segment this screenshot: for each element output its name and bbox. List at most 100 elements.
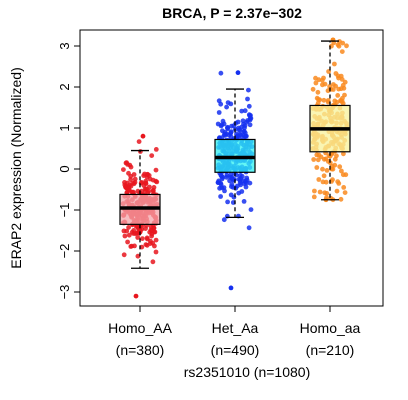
data-point: [128, 177, 134, 183]
y-tick-label: 1: [57, 124, 72, 131]
data-point: [331, 82, 336, 87]
y-axis-label: ERAP2 expression (Normalized): [8, 67, 24, 269]
data-point: [335, 93, 341, 98]
data-point: [222, 188, 227, 194]
data-point: [338, 98, 344, 104]
category-label: Het_Aa: [212, 320, 259, 336]
data-point: [313, 80, 319, 86]
data-point: [332, 98, 338, 104]
data-point: [149, 153, 155, 159]
y-tick-label: −3: [57, 285, 72, 300]
data-point: [243, 180, 249, 186]
data-point: [126, 232, 132, 238]
data-point: [339, 77, 345, 82]
data-point: [221, 121, 227, 127]
data-point: [318, 154, 324, 160]
chart-title: BRCA, P = 2.37e−302: [162, 5, 302, 21]
data-point: [247, 122, 253, 128]
data-point: [222, 132, 228, 138]
data-point: [131, 228, 137, 233]
data-point: [333, 71, 339, 76]
data-point: [330, 87, 336, 92]
data-point: [248, 207, 254, 213]
data-point: [341, 185, 347, 190]
data-point: [330, 166, 336, 172]
data-point: [228, 192, 234, 198]
data-point: [153, 147, 159, 152]
data-point: [153, 249, 159, 255]
data-point: [320, 166, 325, 172]
data-point: [241, 121, 246, 127]
data-point: [246, 112, 252, 118]
plot-frame: [79, 29, 384, 307]
data-point: [146, 188, 152, 194]
data-point: [246, 87, 251, 93]
data-point: [228, 172, 234, 178]
data-point: [147, 176, 153, 182]
data-point: [314, 165, 320, 170]
data-point: [336, 43, 342, 49]
data-point: [218, 70, 224, 76]
data-point-min: [228, 285, 234, 291]
data-point: [241, 129, 246, 135]
data-point: [226, 132, 232, 138]
category-label: Homo_AA: [108, 320, 172, 336]
data-point: [317, 189, 323, 195]
data-point: [220, 128, 225, 134]
data-point: [311, 194, 317, 200]
data-point: [149, 228, 155, 234]
data-point: [132, 179, 138, 185]
data-point: [324, 168, 330, 173]
data-point: [135, 188, 141, 194]
data-point: [142, 186, 148, 192]
data-point-max: [235, 70, 241, 76]
data-point: [150, 188, 156, 194]
data-point: [339, 168, 344, 174]
data-point: [153, 237, 159, 243]
data-point: [313, 75, 318, 81]
data-point: [314, 152, 320, 158]
data-point: [136, 139, 142, 145]
data-point: [247, 180, 253, 186]
data-point: [122, 180, 127, 185]
data-point: [215, 121, 221, 127]
data-point: [135, 253, 141, 259]
data-point: [216, 110, 222, 115]
data-point: [126, 225, 131, 230]
data-point: [344, 43, 349, 49]
data-point: [339, 49, 345, 54]
data-point: [219, 176, 225, 182]
data-point: [342, 190, 348, 196]
data-point: [246, 225, 252, 231]
data-point: [125, 239, 130, 245]
data-point: [246, 103, 252, 109]
data-point: [224, 172, 230, 178]
data-point: [239, 108, 245, 114]
data-point: [129, 243, 135, 249]
y-tick-label: 0: [57, 165, 72, 172]
data-point: [127, 182, 133, 188]
data-point: [151, 185, 157, 190]
x-axis: Homo_AA (n=380) Het_Aa (n=490) Homo_aa (n=210…: [108, 306, 361, 358]
data-point: [152, 243, 157, 249]
data-point: [311, 157, 317, 162]
data-point: [321, 75, 326, 81]
data-point: [321, 97, 327, 103]
data-point: [242, 108, 248, 114]
category-label: Homo_aa: [300, 320, 361, 336]
data-point: [238, 182, 244, 188]
boxes: [119, 40, 351, 269]
data-point: [321, 173, 327, 179]
data-point: [136, 230, 142, 236]
data-point: [334, 153, 339, 159]
data-point: [216, 98, 222, 104]
data-point: [145, 236, 150, 242]
data-point: [218, 194, 224, 199]
data-point: [334, 188, 340, 194]
data-point: [316, 177, 322, 182]
data-point: [336, 86, 342, 92]
data-point: [341, 85, 347, 91]
data-point: [324, 191, 330, 196]
data-point: [239, 189, 245, 194]
